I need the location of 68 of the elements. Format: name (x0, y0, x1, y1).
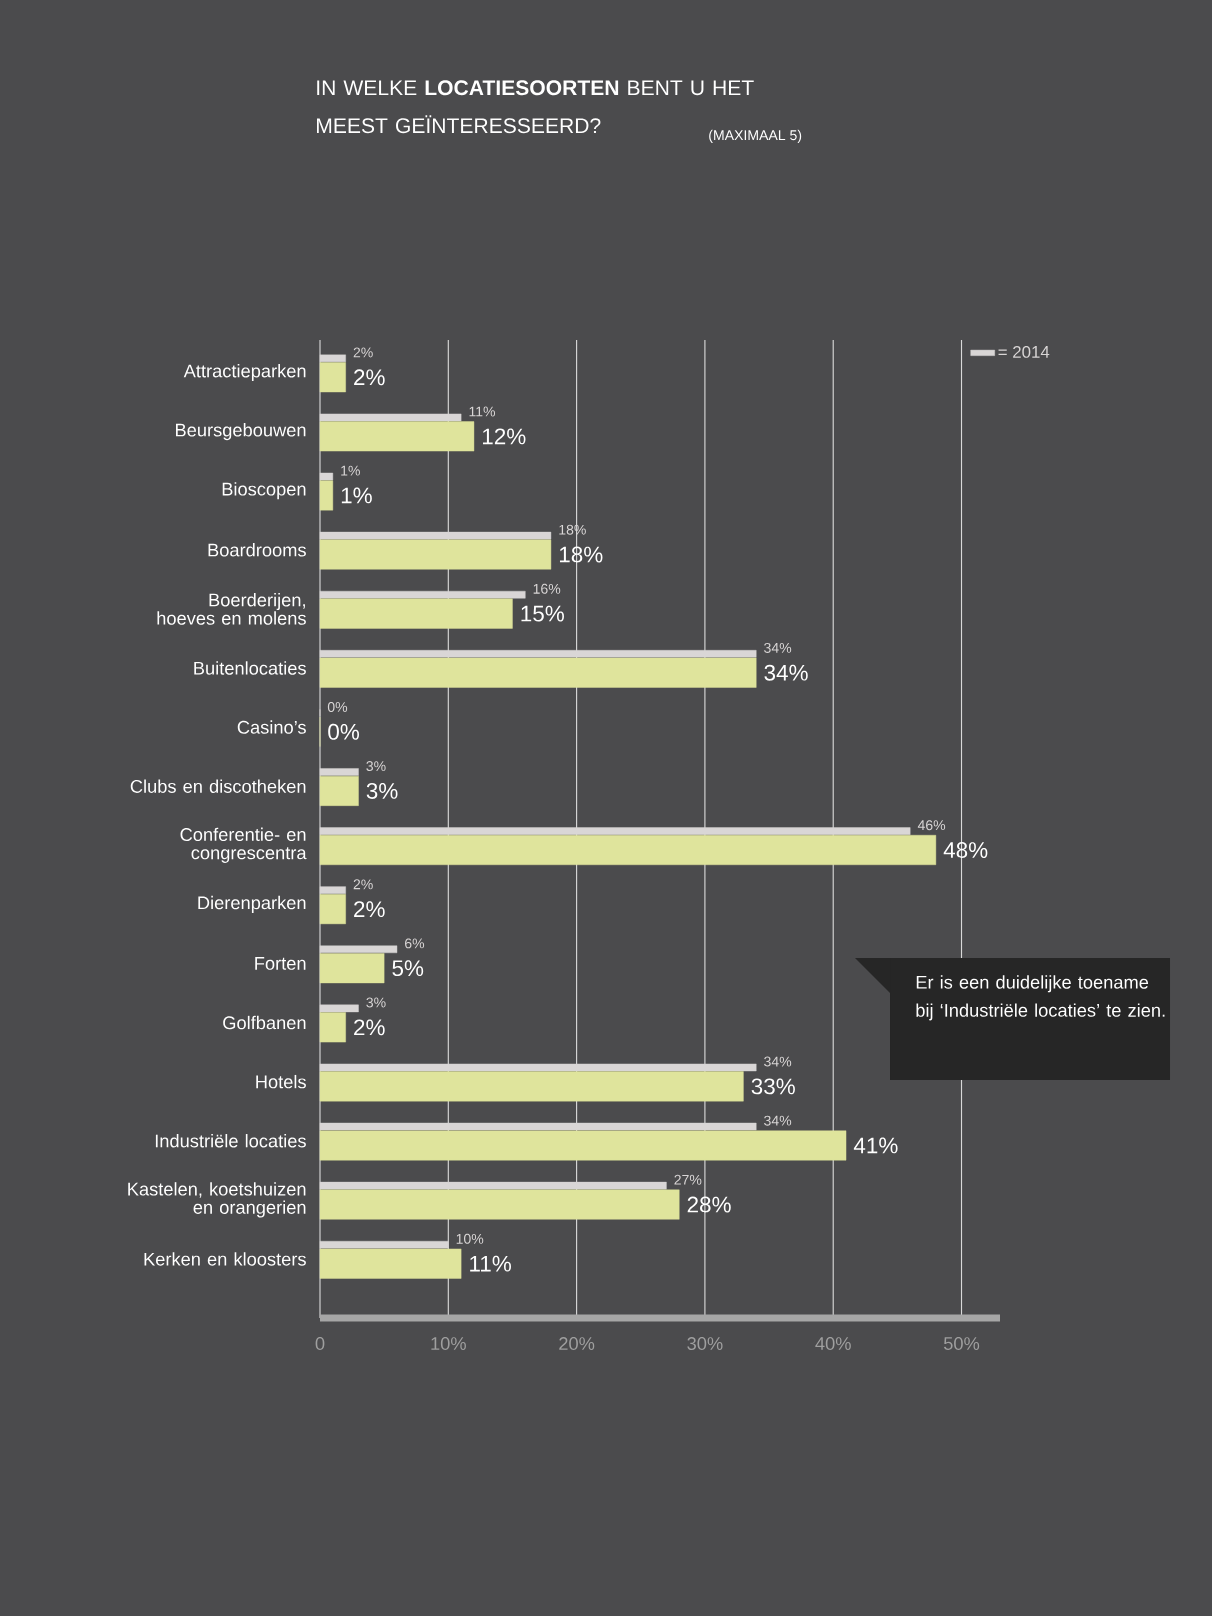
bar (319, 362, 346, 393)
data-label: 3% (366, 997, 386, 1008)
data-label: 6% (405, 938, 425, 949)
x-tick-label: 20% (559, 1337, 595, 1350)
y-tick-label: Kastelen, koetshuizen en orangerien (128, 1182, 306, 1218)
y-tick-label: Forten (255, 957, 306, 970)
data-label: 5% (392, 960, 424, 977)
bar (319, 1248, 462, 1279)
y-tick-label: Beursgebouwen (176, 423, 306, 441)
y-tick-label: Attractieparken (183, 364, 306, 382)
data-label: 34% (764, 642, 792, 653)
bar (319, 539, 552, 570)
data-label: 34% (764, 1056, 792, 1067)
data-label: 12% (482, 428, 526, 445)
y-tick-label: Clubs en discotheken (130, 779, 306, 793)
bar (319, 657, 757, 688)
data-label: 0% (328, 723, 360, 740)
x-tick-label: 40% (815, 1337, 851, 1350)
data-label: 11% (470, 1255, 511, 1272)
bar (319, 1012, 346, 1043)
y-tick-label: Casino’s (237, 720, 306, 734)
data-label: 2% (353, 879, 373, 890)
x-tick-label: 0 (315, 1337, 325, 1350)
data-label: 10% (456, 1233, 484, 1244)
y-tick-label: Kerken en kloosters (144, 1252, 306, 1266)
bar (319, 1071, 744, 1102)
y-tick-label: Dierenparken (198, 895, 306, 913)
x-tick-label: 10% (431, 1337, 466, 1350)
data-label: 0% (327, 702, 348, 712)
data-label: 2% (354, 901, 385, 918)
data-label: 34% (764, 664, 808, 681)
bar (319, 775, 359, 806)
legend-label: = 2014 (998, 345, 1050, 358)
bar (319, 894, 346, 925)
bar (319, 598, 513, 629)
y-tick-label: Boardrooms (208, 543, 306, 557)
data-label: 46% (917, 820, 946, 831)
y-tick-label: Hotels (256, 1074, 306, 1089)
y-tick-label: Golfbanen (223, 1015, 306, 1030)
y-tick-label: Industriële locaties (155, 1134, 306, 1148)
data-label: 11% (469, 406, 496, 417)
data-label: 28% (687, 1196, 731, 1213)
bar (319, 480, 334, 511)
y-tick-label: Conferentie- en congrescentra (180, 827, 307, 863)
data-label: 1% (341, 465, 360, 476)
data-label: 2% (353, 347, 373, 358)
data-label: 1% (341, 487, 372, 504)
annotation: Er is een duidelijke toename bij ‘Industriële locaties’ te zien. (916, 975, 1165, 1021)
data-label: 33% (751, 1078, 795, 1095)
data-label: 27% (674, 1174, 702, 1185)
bar (319, 421, 475, 452)
data-label: 34% (764, 1115, 792, 1126)
data-label: 15% (521, 605, 564, 622)
bar (319, 1130, 847, 1161)
y-tick-label: Boerderijen, hoeves en molens (157, 593, 306, 625)
y-tick-label: Buitenlocaties (194, 661, 306, 675)
data-label: 41% (853, 1137, 898, 1154)
data-label: 2% (354, 1019, 385, 1036)
y-tick-label: Bioscopen (222, 482, 306, 500)
data-label: 16% (533, 583, 561, 594)
data-label: 3% (366, 761, 386, 772)
x-tick-label: 50% (943, 1337, 980, 1350)
data-label: 3% (366, 782, 398, 799)
x-tick-label: 30% (687, 1337, 723, 1350)
bar (319, 1189, 680, 1220)
bar (319, 835, 937, 865)
bar (319, 953, 385, 984)
data-label: 2% (354, 369, 385, 386)
